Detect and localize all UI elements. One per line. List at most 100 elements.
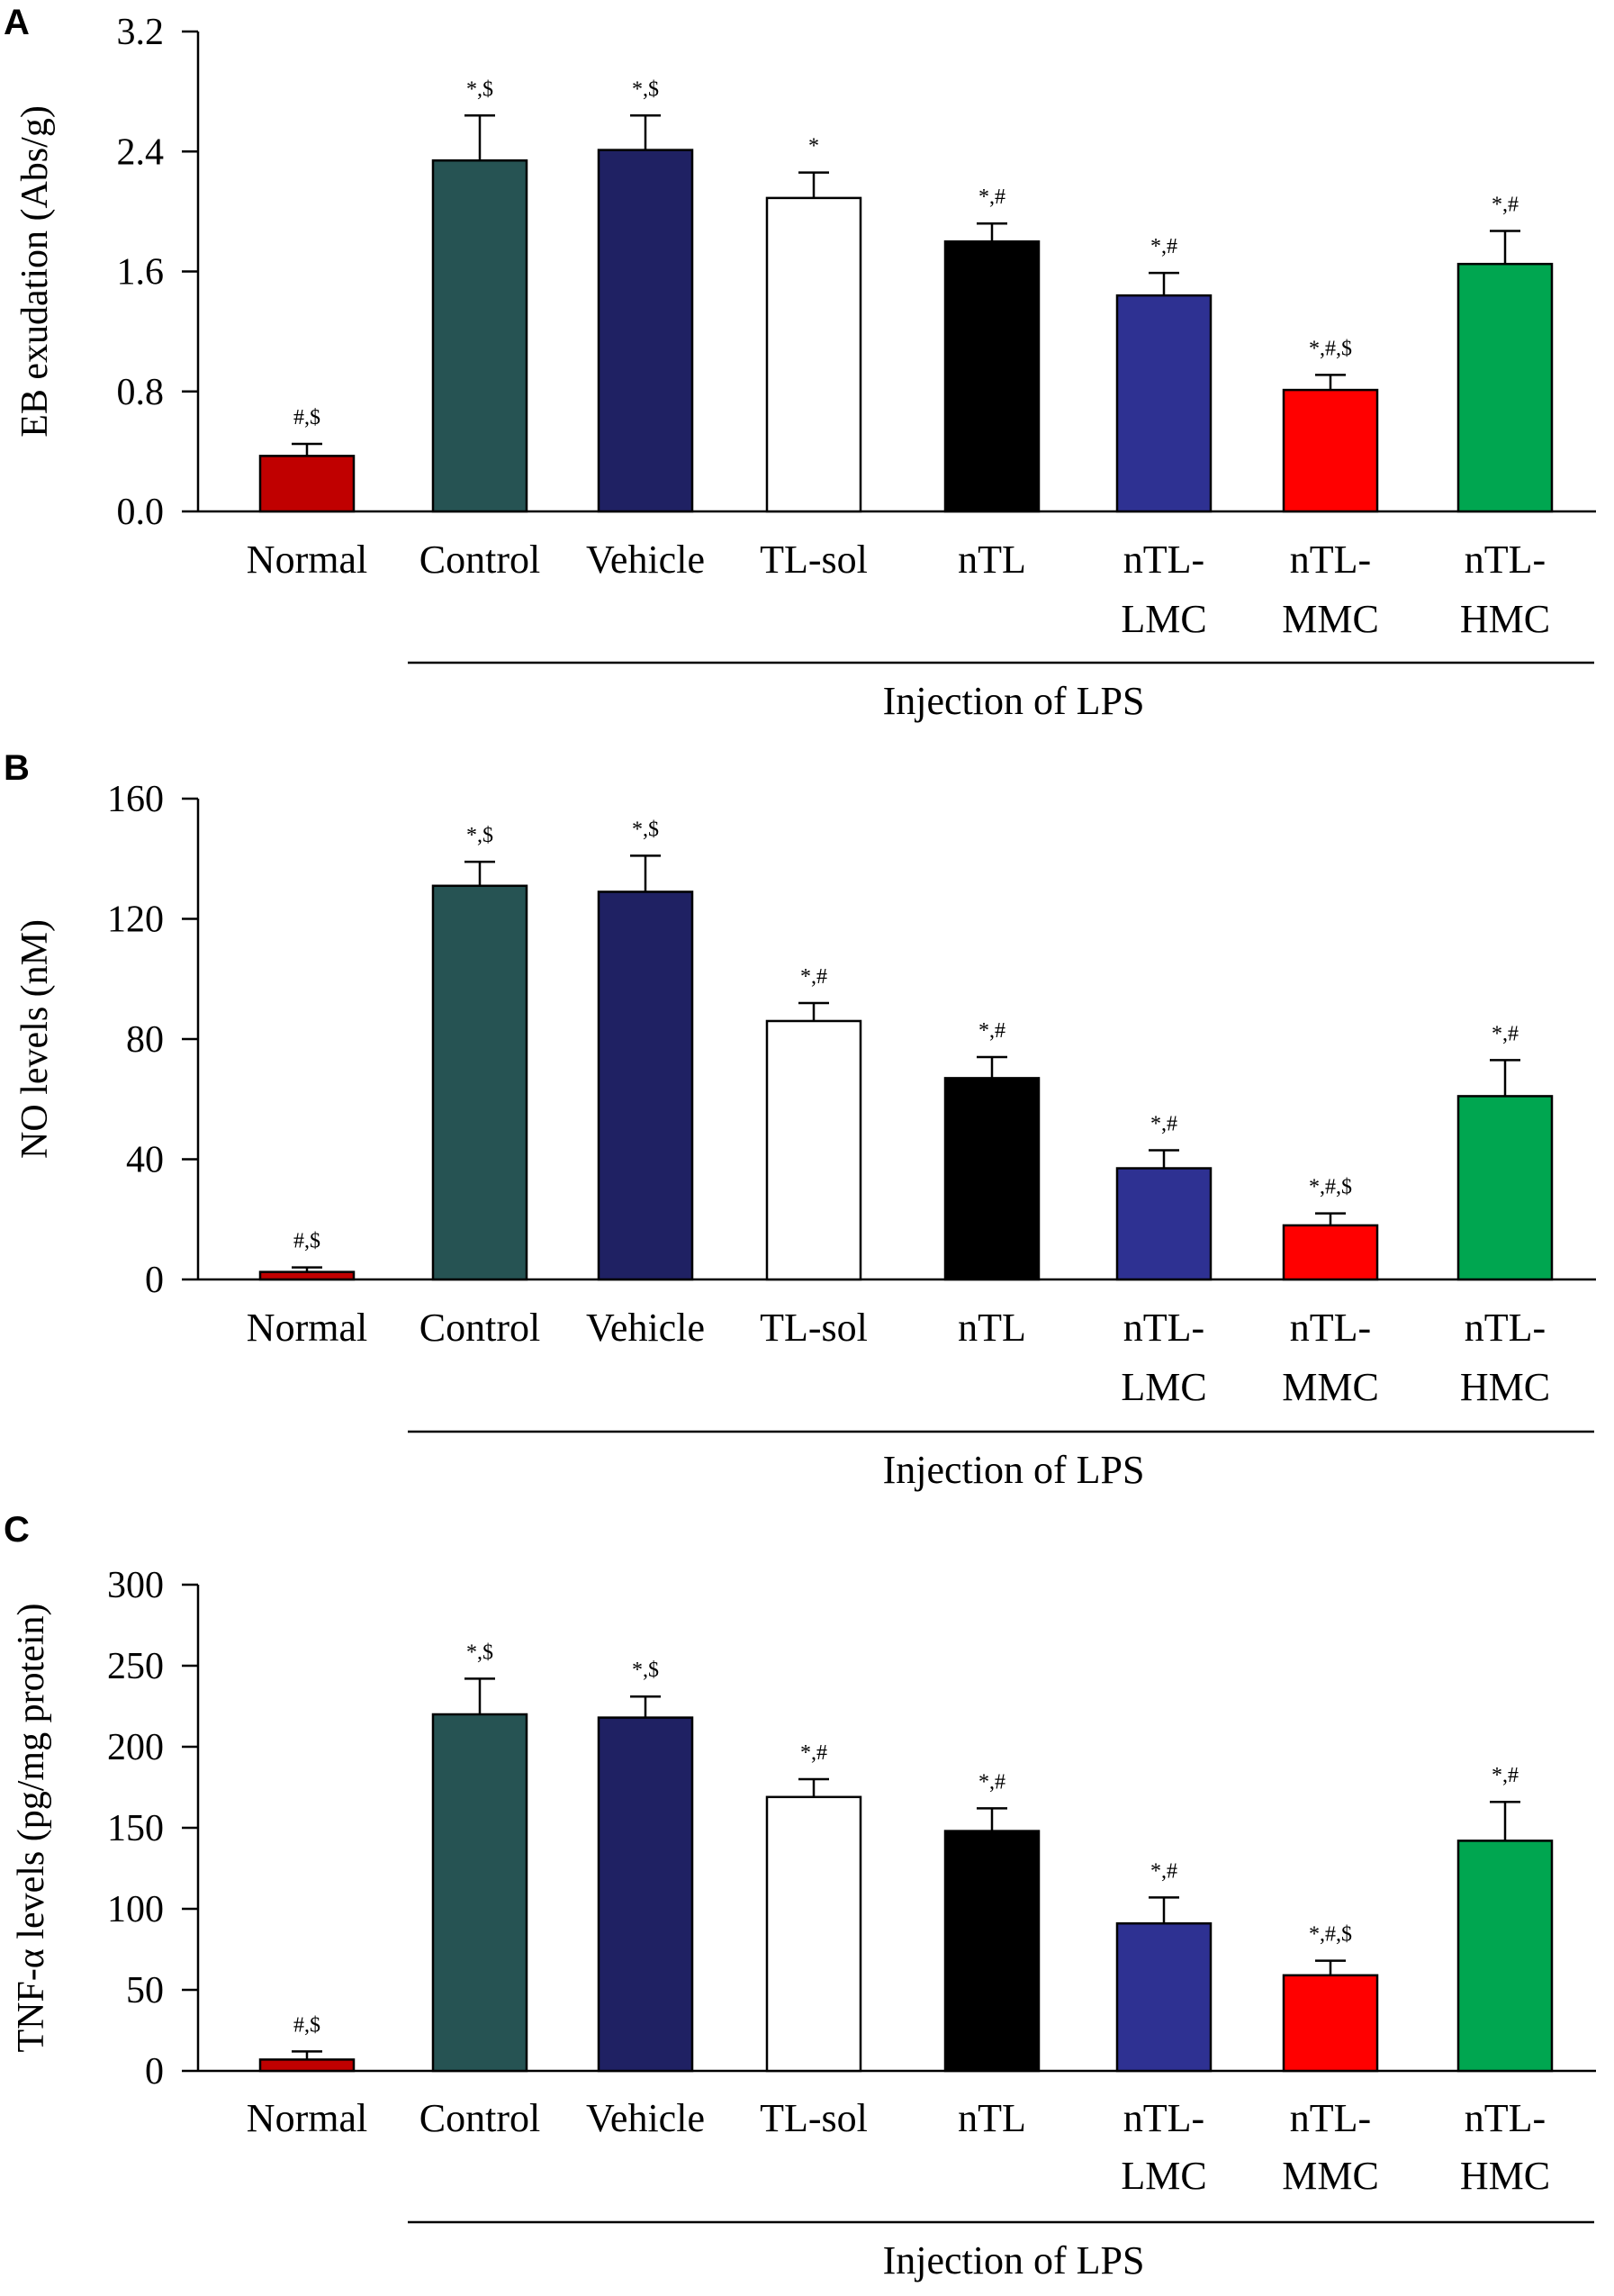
significance-label: *,$ [466, 824, 493, 847]
bar-normal [258, 1270, 356, 1281]
significance-label: #,$ [293, 406, 320, 429]
panel-letter: B [4, 748, 30, 788]
significance-label: *,# [1150, 1859, 1177, 1883]
y-tick-label: 100 [107, 1889, 164, 1930]
bar-normal [258, 455, 356, 513]
category-label: nTL- [1123, 2096, 1204, 2140]
y-tick-label: 50 [126, 1970, 164, 2011]
bar-tl-sol [765, 1795, 862, 2073]
bar-normal [258, 2058, 356, 2073]
category-label: Vehicle [586, 2096, 705, 2140]
y-tick-label: 250 [107, 1646, 164, 1687]
significance-label: #,$ [293, 1230, 320, 1253]
category-label: Normal [247, 538, 367, 582]
category-label: HMC [1460, 1365, 1550, 1409]
significance-label: *,# [1150, 1112, 1177, 1135]
significance-label: *,$ [632, 1659, 659, 1682]
significance-label: *,# [978, 1019, 1005, 1043]
significance-label: *,$ [466, 1641, 493, 1664]
y-tick-label: 0 [145, 2051, 164, 2093]
significance-label: *,#,$ [1309, 1176, 1352, 1199]
significance-label: *,# [978, 185, 1005, 209]
category-label: LMC [1121, 2154, 1206, 2198]
y-tick-label: 0.8 [117, 372, 165, 413]
y-tick-label: 0 [145, 1260, 164, 1301]
y-tick-label: 2.4 [117, 131, 165, 173]
bar-ntl [943, 240, 1041, 513]
category-label: MMC [1282, 1365, 1379, 1409]
y-tick-label: 3.2 [117, 12, 165, 53]
significance-label: *,$ [466, 77, 493, 101]
bar-vehicle [597, 149, 694, 513]
category-label: Control [419, 2096, 540, 2140]
significance-label: *,# [800, 965, 827, 989]
category-label: Vehicle [586, 1306, 705, 1350]
bar-control [431, 158, 528, 513]
y-tick-label: 0.0 [117, 492, 165, 533]
category-label: nTL- [1123, 538, 1204, 582]
bar-ntl-mmc [1282, 388, 1379, 513]
significance-label: *,# [1150, 235, 1177, 258]
bar-tl-sol [765, 196, 862, 513]
y-tick-label: 300 [107, 1565, 164, 1606]
category-label: LMC [1121, 597, 1206, 641]
significance-label: #,$ [293, 2013, 320, 2037]
bar-tl-sol [765, 1019, 862, 1281]
category-label: TL-sol [760, 2096, 868, 2140]
bar-ntl-hmc [1456, 1840, 1554, 2073]
category-label: nTL- [1290, 2096, 1371, 2140]
category-label: nTL- [1290, 538, 1371, 582]
category-label: nTL [958, 1306, 1026, 1350]
category-label: Control [419, 1306, 540, 1350]
group-label: Injection of LPS [883, 1448, 1145, 1492]
y-tick-label: 1.6 [117, 252, 165, 294]
panel-letter: C [4, 1510, 30, 1550]
y-tick-label: 160 [107, 779, 164, 820]
significance-label: *,$ [632, 818, 659, 841]
category-label: nTL- [1290, 1306, 1371, 1350]
category-label: HMC [1460, 2154, 1550, 2198]
significance-label: *,# [1492, 194, 1519, 217]
panel-letter: A [4, 3, 30, 42]
bar-vehicle [597, 1716, 694, 2073]
category-label: HMC [1460, 597, 1550, 641]
group-label: Injection of LPS [883, 2238, 1145, 2282]
group-label: Injection of LPS [883, 679, 1145, 723]
y-axis-label: EB exudation (Abs/g) [14, 105, 56, 438]
chart-panel-b: B 0 40 80 120 160 NO levels (nM) #,$ Normal *,$ Co… [4, 748, 1596, 1492]
chart-panel-a: A 0.0 0.8 1.6 2.4 3.2 EB exudation (Abs/g) #,$ N… [4, 3, 1596, 723]
category-label: nTL- [1465, 2096, 1546, 2140]
category-label: nTL- [1465, 1306, 1546, 1350]
chart-panel-c: C 0 50 100 150 200 250 300 TNF-α levels (pg/mg p… [4, 1510, 1596, 2282]
significance-label: *,# [978, 1770, 1005, 1794]
category-label: Normal [247, 1306, 367, 1350]
category-label: nTL- [1123, 1306, 1204, 1350]
category-label: nTL [958, 538, 1026, 582]
category-label: MMC [1282, 597, 1379, 641]
y-tick-label: 150 [107, 1808, 164, 1849]
category-label: TL-sol [760, 1306, 868, 1350]
significance-label: *,$ [632, 77, 659, 101]
category-label: nTL- [1465, 538, 1546, 582]
bar-control [431, 1713, 528, 2073]
bar-ntl-lmc [1115, 294, 1213, 513]
category-label: Control [419, 538, 540, 582]
bar-ntl-mmc [1282, 1224, 1379, 1281]
category-label: TL-sol [760, 538, 868, 582]
bar-ntl-lmc [1115, 1167, 1213, 1281]
bar-ntl-mmc [1282, 1974, 1379, 2073]
bar-ntl-hmc [1456, 262, 1554, 513]
significance-label: *,# [1492, 1022, 1519, 1045]
y-tick-label: 200 [107, 1727, 164, 1768]
significance-label: *,# [800, 1741, 827, 1765]
significance-label: *,#,$ [1309, 337, 1352, 360]
category-label: MMC [1282, 2154, 1379, 2198]
category-label: nTL [958, 2096, 1026, 2140]
category-label: LMC [1121, 1365, 1206, 1409]
y-tick-label: 120 [107, 899, 164, 941]
bar-ntl [943, 1830, 1041, 2073]
significance-label: *,#,$ [1309, 1923, 1352, 1947]
bar-ntl-lmc [1115, 1921, 1213, 2073]
y-axis-label: TNF-α levels (pg/mg protein) [11, 1603, 52, 2052]
